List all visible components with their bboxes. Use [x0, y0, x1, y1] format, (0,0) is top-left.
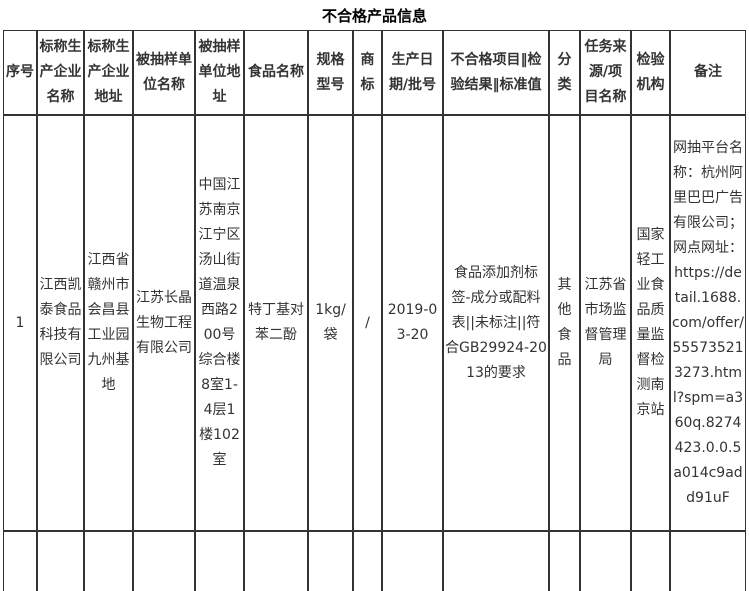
col-header-category: 分类	[549, 30, 580, 115]
col-header-task-source-project: 任务来源/项目名称	[580, 30, 631, 115]
cell-production-date-batch: 2019-03-20	[382, 115, 443, 531]
empty-cell	[308, 531, 353, 591]
cell-inspection-agency: 国家轻工业食品质量监督检测南京站	[631, 115, 670, 531]
cell-task-source-project: 江苏省市场监督管理局	[580, 115, 631, 531]
empty-cell	[244, 531, 308, 591]
col-header-production-date-batch: 生产日期/批号	[382, 30, 443, 115]
cell-failed-item-result-standard: 食品添加剂标签-成分或配料表||未标注||符合GB29924-2013的要求	[443, 115, 549, 531]
col-header-spec-model: 规格型号	[308, 30, 353, 115]
col-header-inspection-agency: 检验机构	[631, 30, 670, 115]
empty-cell	[84, 531, 133, 591]
page-title: 不合格产品信息	[321, 7, 427, 25]
empty-cell	[133, 531, 195, 591]
cell-spec-model: 1kg/袋	[308, 115, 353, 531]
empty-cell	[549, 531, 580, 591]
col-header-remarks: 备注	[670, 30, 746, 115]
unqualified-products-table: 序号 标称生产企业名称 标称生产企业地址 被抽样单位名称 被抽样单位地址 食品名…	[3, 30, 746, 591]
col-header-food-name: 食品名称	[244, 30, 308, 115]
cell-remarks: 网抽平台名称：杭州阿里巴巴广告有限公司；网点网址：https://detail.…	[670, 115, 746, 531]
col-header-trademark: 商标	[353, 30, 382, 115]
table-header-row: 序号 标称生产企业名称 标称生产企业地址 被抽样单位名称 被抽样单位地址 食品名…	[3, 30, 746, 115]
cell-sampled-unit-address: 中国江苏南京江宁区汤山街道温泉西路200号综合楼8室1-4层1楼102室	[195, 115, 244, 531]
col-header-sampled-unit-name: 被抽样单位名称	[133, 30, 195, 115]
col-header-labeled-producer-address: 标称生产企业地址	[84, 30, 133, 115]
cell-sampled-unit-name: 江苏长晶生物工程有限公司	[133, 115, 195, 531]
empty-cell	[3, 531, 37, 591]
cell-labeled-producer-name: 江西凯泰食品科技有限公司	[37, 115, 84, 531]
empty-cell	[670, 531, 746, 591]
table-row-partial	[3, 531, 746, 591]
empty-cell	[631, 531, 670, 591]
col-header-seq: 序号	[3, 30, 37, 115]
col-header-sampled-unit-address: 被抽样单位地址	[195, 30, 244, 115]
col-header-failed-item-result-standard: 不合格项目‖检验结果‖标准值	[443, 30, 549, 115]
cell-seq: 1	[3, 115, 37, 531]
col-header-labeled-producer-name: 标称生产企业名称	[37, 30, 84, 115]
empty-cell	[443, 531, 549, 591]
table-row: 1 江西凯泰食品科技有限公司 江西省赣州市会昌县工业园九州基地 江苏长晶生物工程…	[3, 115, 746, 531]
cell-labeled-producer-address: 江西省赣州市会昌县工业园九州基地	[84, 115, 133, 531]
empty-cell	[382, 531, 443, 591]
cell-category: 其他食品	[549, 115, 580, 531]
cell-food-name: 特丁基对苯二酚	[244, 115, 308, 531]
empty-cell	[195, 531, 244, 591]
empty-cell	[580, 531, 631, 591]
cell-trademark: /	[353, 115, 382, 531]
empty-cell	[37, 531, 84, 591]
empty-cell	[353, 531, 382, 591]
